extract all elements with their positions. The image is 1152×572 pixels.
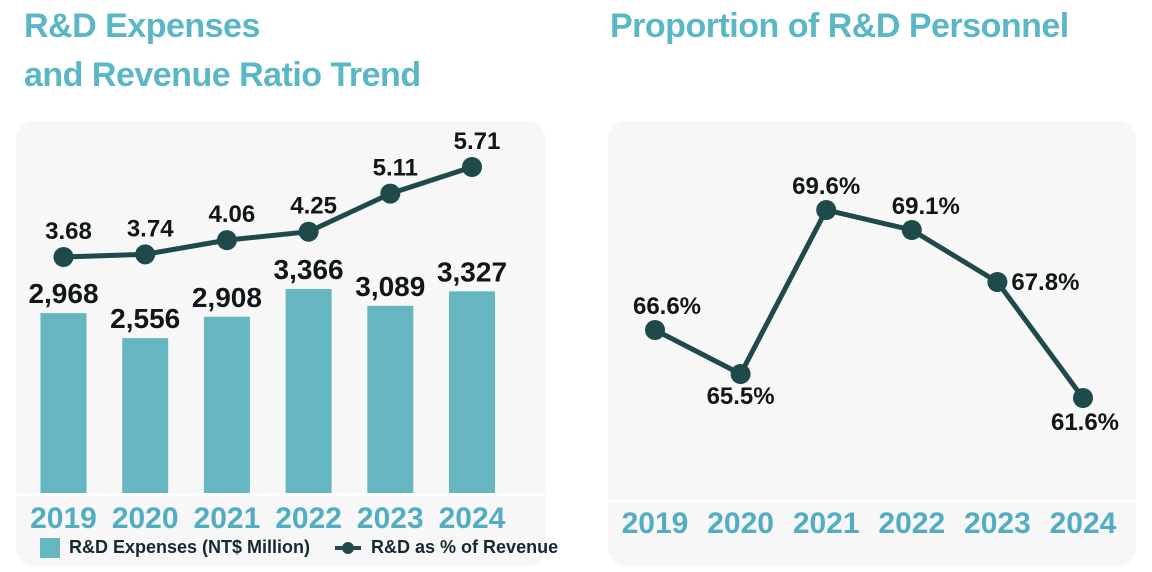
personnel-line-chart: 66.6% 65.5% 69.6% 69.1% 67.8% 61.6% 2019 2020 20…: [608, 173, 1136, 540]
ratio-value-label: 4.25: [290, 193, 337, 220]
bar-2019: [40, 313, 87, 493]
x-axis-label-2023: 2023: [357, 502, 424, 535]
x-axis-label-2023: 2023: [964, 507, 1031, 540]
personnel-point-2024: [1073, 388, 1093, 408]
bar-value-label: 2,908: [192, 282, 262, 313]
bar-value-label: 3,366: [274, 254, 344, 285]
expenses-combo-chart: 2,968 2,556 2,908 3,366 3,089 3,327 3.68 3.74 4.…: [16, 128, 545, 535]
personnel-point-2023: [987, 272, 1008, 292]
personnel-value-label: 69.6%: [792, 173, 860, 200]
left-chart-title: R&D Expenses and Revenue Ratio Trend: [24, 2, 421, 100]
personnel-value-label: 66.6%: [633, 293, 701, 320]
bar-2020: [122, 338, 169, 493]
x-axis-label-2020: 2020: [707, 507, 774, 540]
x-axis-label-2021: 2021: [194, 502, 261, 535]
personnel-point-2019: [645, 320, 665, 340]
x-axis-label-2024: 2024: [1050, 507, 1117, 540]
right-chart-title: Proportion of R&D Personnel: [610, 7, 1069, 45]
rd-expenses-chart-card: 2,968 2,556 2,908 3,366 3,089 3,327 3.68 3.74 4.…: [16, 121, 558, 566]
chart-legend: R&D Expenses (NT$ Million) R&D as % of R…: [40, 537, 558, 558]
x-axis-label-2019: 2019: [622, 507, 689, 540]
bar-2022: [285, 289, 332, 493]
legend-label-ratio: R&D as % of Revenue: [371, 537, 559, 557]
bar-2021: [203, 316, 250, 493]
rd-personnel-chart-card: 66.6% 65.5% 69.6% 69.1% 67.8% 61.6% 2019 2020 20…: [608, 121, 1136, 566]
legend-item-ratio: R&D as % of Revenue: [334, 537, 558, 558]
left-title-line2: and Revenue Ratio Trend: [24, 56, 421, 94]
ratio-point-2020: [135, 244, 156, 265]
ratio-point-2019: [53, 247, 74, 267]
ratio-trend-line: [63, 164, 473, 260]
bar-2023: [367, 305, 414, 493]
ratio-value-label: 5.11: [373, 155, 418, 182]
bar-value-label: 3,327: [437, 256, 507, 287]
x-axis-label-2019: 2019: [30, 502, 97, 535]
legend-item-expenses: R&D Expenses (NT$ Million): [40, 537, 310, 558]
x-axis-label-2020: 2020: [112, 502, 179, 535]
personnel-value-label: 65.5%: [707, 383, 775, 410]
ratio-point-2023: [380, 183, 401, 204]
x-axis-label-2024: 2024: [439, 502, 506, 535]
line-marker-icon: [334, 541, 362, 555]
personnel-trend-line: [653, 207, 1086, 400]
bar-value-label: 2,968: [28, 278, 98, 309]
ratio-point-2022: [298, 221, 319, 242]
x-axis-label-2021: 2021: [793, 507, 860, 540]
legend-label-expenses: R&D Expenses (NT$ Million): [69, 537, 311, 557]
x-axis-line: [608, 500, 1136, 503]
ratio-point-2024: [462, 157, 482, 177]
personnel-value-label: 67.8%: [1011, 269, 1079, 296]
bar-value-label: 2,556: [110, 303, 180, 334]
ratio-point-2021: [216, 230, 237, 251]
personnel-value-label: 69.1%: [892, 193, 960, 220]
x-axis-label-2022: 2022: [275, 502, 342, 535]
bar-value-label: 3,089: [355, 271, 425, 302]
personnel-point-2022: [901, 220, 922, 240]
personnel-value-label: 61.6%: [1051, 409, 1119, 436]
left-title-line1: R&D Expenses: [24, 7, 260, 45]
bar-swatch-icon: [40, 537, 60, 558]
ratio-value-label: 5.71: [454, 128, 501, 155]
personnel-point-2021: [816, 200, 837, 220]
ratio-value-label: 3.68: [45, 218, 92, 245]
x-axis-label-2022: 2022: [878, 507, 945, 540]
ratio-value-label: 3.74: [127, 215, 174, 242]
bar-2024: [449, 291, 495, 493]
ratio-value-label: 4.06: [209, 201, 256, 228]
personnel-point-2020: [730, 364, 751, 384]
x-axis-line: [16, 493, 545, 496]
